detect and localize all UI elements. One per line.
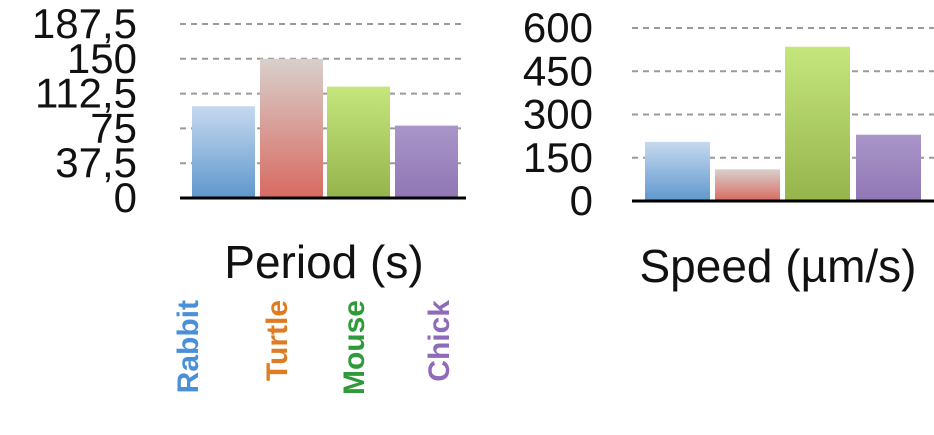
period-bar-mouse bbox=[327, 86, 390, 198]
speed-y-tick-label: 0 bbox=[570, 177, 593, 224]
period-bar-chick bbox=[395, 125, 458, 198]
legend-item-rabbit: Rabbit bbox=[172, 300, 205, 393]
speed-bar-mouse bbox=[785, 46, 850, 201]
period-y-tick-label: 37,5 bbox=[55, 139, 137, 186]
speed-bar-rabbit bbox=[645, 141, 710, 201]
legend-item-mouse: Mouse bbox=[338, 300, 371, 395]
period-bar-rabbit bbox=[192, 106, 255, 198]
legend-item-chick: Chick bbox=[423, 300, 456, 382]
period-x-axis-title: Period (s) bbox=[224, 236, 423, 288]
period-y-tick-label: 0 bbox=[114, 174, 137, 221]
period-bar-turtle bbox=[260, 58, 323, 198]
speed-x-axis-title: Speed (µm/s) bbox=[639, 240, 916, 292]
period-y-tick-label: 112,5 bbox=[35, 70, 137, 117]
speed-y-tick-label: 450 bbox=[523, 47, 593, 94]
speed-bar-turtle bbox=[715, 169, 780, 201]
period-y-tick-label: 150 bbox=[67, 35, 137, 82]
speed-bar-chick bbox=[856, 134, 921, 201]
speed-y-tick-label: 150 bbox=[523, 134, 593, 181]
legend: Rabbit Turtle Mouse Chick bbox=[172, 300, 456, 395]
speed-y-tick-label: 600 bbox=[523, 4, 593, 51]
speed-y-tick-label: 300 bbox=[523, 91, 593, 138]
period-y-tick-label: 75 bbox=[90, 104, 137, 151]
period-y-tick-label: 187,5 bbox=[32, 0, 137, 47]
legend-item-turtle: Turtle bbox=[261, 300, 294, 381]
